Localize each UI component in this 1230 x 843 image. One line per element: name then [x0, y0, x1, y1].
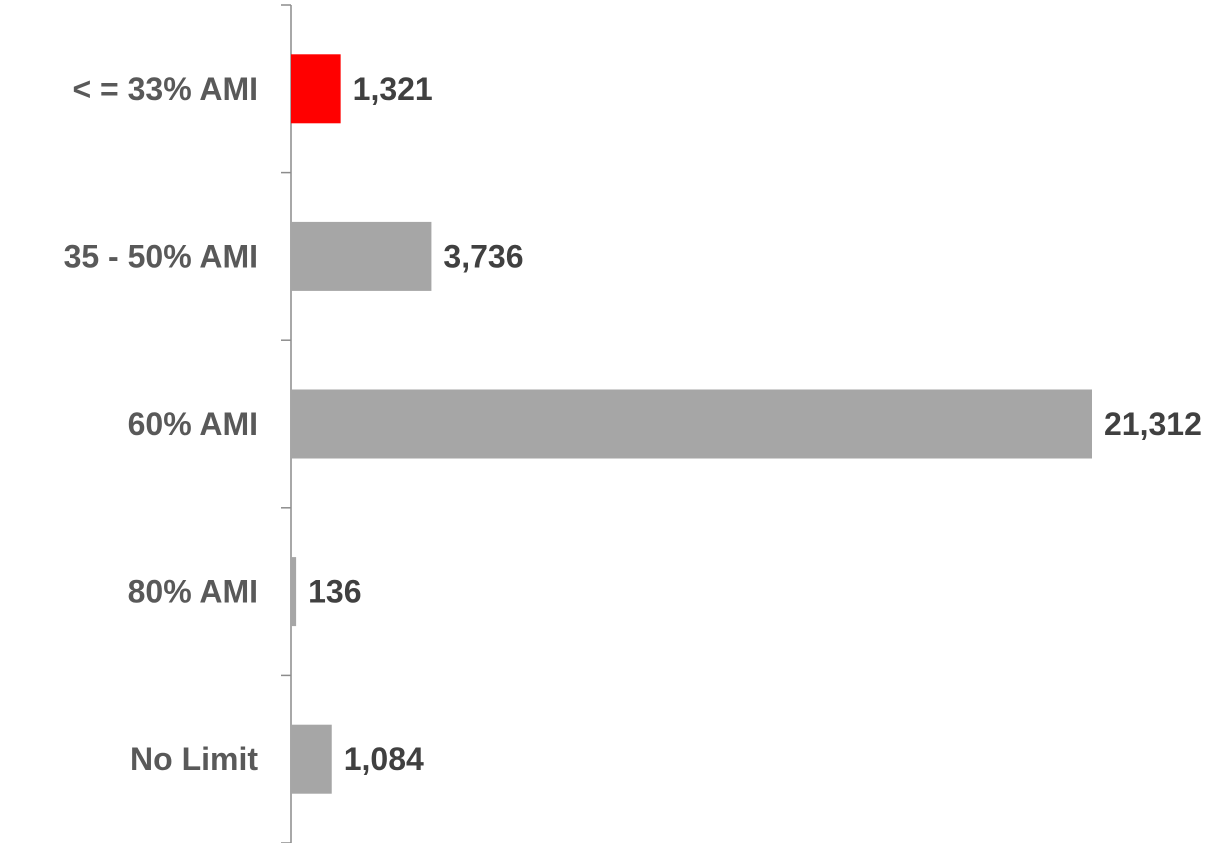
bar-group: [291, 54, 1092, 794]
bar: [291, 221, 432, 291]
bar: [291, 557, 297, 627]
value-labels: 1,321 3,736 21,312 136 1,084: [308, 71, 1202, 777]
bar: [291, 54, 341, 124]
category-axis: [281, 4, 292, 843]
value-label: 1,084: [344, 741, 424, 777]
category-label: No Limit: [130, 741, 258, 777]
category-label: 80% AMI: [128, 574, 258, 610]
category-label: < = 33% AMI: [72, 71, 258, 107]
value-label: 21,312: [1104, 406, 1202, 442]
category-labels: < = 33% AMI 35 - 50% AMI 60% AMI 80% AMI No …: [64, 71, 259, 777]
category-label: 60% AMI: [128, 406, 258, 442]
category-label: 35 - 50% AMI: [64, 238, 258, 274]
value-label: 3,736: [443, 238, 523, 274]
value-label: 136: [308, 574, 361, 610]
bar: [291, 724, 332, 794]
value-label: 1,321: [353, 71, 433, 107]
bar: [291, 389, 1092, 459]
